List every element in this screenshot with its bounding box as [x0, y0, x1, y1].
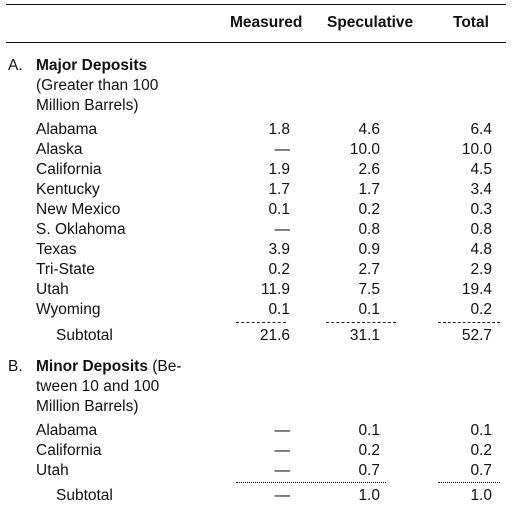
row-speculative: 0.2 [358, 201, 380, 218]
row-total: 4.8 [470, 241, 492, 258]
row-total: 19.4 [461, 281, 492, 298]
section-description: Major Deposits (Greater than 100 Million… [36, 56, 236, 116]
row-measured: 0.2 [268, 261, 290, 278]
row-total: 0.2 [470, 442, 492, 459]
subtotal-speculative: 31.1 [349, 327, 380, 344]
row-name: Alabama [36, 121, 98, 138]
table-row: California — 0.2 0.2 [0, 442, 512, 462]
row-name: Texas [36, 241, 77, 258]
subtotal-measured: — [274, 487, 291, 504]
row-measured: — [274, 221, 291, 238]
row-speculative: 0.7 [358, 462, 380, 479]
row-measured: 0.1 [268, 301, 290, 318]
row-measured: 0.1 [268, 201, 290, 218]
subtotal-speculative: 1.0 [358, 487, 380, 504]
row-name: Utah [36, 462, 69, 479]
row-name: Utah [36, 281, 69, 298]
header-total: Total [453, 14, 489, 31]
subtotal-label: Subtotal [56, 487, 113, 504]
section-title: Minor Deposits [36, 358, 148, 375]
row-name: S. Oklahoma [36, 221, 126, 238]
table-row: Texas 3.9 0.9 4.8 [0, 241, 512, 261]
subtotal-rule [236, 482, 386, 483]
table-row: Alabama 1.8 4.6 6.4 [0, 121, 512, 141]
section-letter: B. [8, 358, 23, 375]
table-row: Kentucky 1.7 1.7 3.4 [0, 181, 512, 201]
top-rule [6, 4, 506, 5]
row-speculative: 0.9 [358, 241, 380, 258]
section-desc-line: Million Barrels) [36, 398, 139, 415]
row-total: 0.2 [470, 301, 492, 318]
row-name: Tri-State [36, 261, 95, 278]
row-speculative: 0.1 [358, 301, 380, 318]
section-letter: A. [8, 57, 23, 74]
table-row: New Mexico 0.1 0.2 0.3 [0, 201, 512, 221]
row-total: 0.1 [470, 422, 492, 439]
section-a-heading: A. Major Deposits (Greater than 100 Mill… [8, 56, 158, 114]
row-measured: — [274, 422, 291, 439]
row-measured: — [274, 462, 291, 479]
section-description: Minor Deposits (Be- tween 10 and 100 Mil… [36, 357, 236, 417]
row-name: Alabama [36, 422, 98, 439]
row-speculative: 2.6 [358, 161, 380, 178]
row-total: 10.0 [461, 141, 492, 158]
subtotal-total: 52.7 [461, 327, 492, 344]
subtotal-label: Subtotal [56, 327, 113, 344]
header-speculative: Speculative [327, 14, 414, 31]
section-title-suffix: (Be- [147, 358, 182, 375]
row-total: 4.5 [470, 161, 492, 178]
row-measured: — [274, 141, 291, 158]
row-speculative: 0.1 [358, 422, 380, 439]
subtotal-rule [438, 482, 500, 483]
table-row: Tri-State 0.2 2.7 2.9 [0, 261, 512, 281]
row-measured: 1.8 [268, 121, 290, 138]
subtotal-rule [326, 322, 396, 323]
row-name: Alaska [36, 141, 83, 158]
header-rule [6, 42, 506, 43]
row-total: 0.7 [470, 462, 492, 479]
table-row: Utah — 0.7 0.7 [0, 462, 512, 482]
subtotal-row: Subtotal — 1.0 1.0 [0, 487, 512, 507]
row-speculative: 4.6 [358, 121, 380, 138]
row-speculative: 0.2 [358, 442, 380, 459]
row-name: Wyoming [36, 301, 101, 318]
row-total: 2.9 [470, 261, 492, 278]
row-total: 3.4 [470, 181, 492, 198]
header-measured: Measured [230, 14, 303, 31]
row-total: 0.3 [470, 201, 492, 218]
row-name: California [36, 442, 102, 459]
row-speculative: 2.7 [358, 261, 380, 278]
row-total: 6.4 [470, 121, 492, 138]
row-speculative: 10.0 [349, 141, 380, 158]
subtotal-measured: 21.6 [259, 327, 290, 344]
row-speculative: 7.5 [358, 281, 380, 298]
section-desc-line: (Greater than 100 [36, 77, 159, 94]
row-measured: 1.9 [268, 161, 290, 178]
table-row: Wyoming 0.1 0.1 0.2 [0, 301, 512, 321]
row-total: 0.8 [470, 221, 492, 238]
row-name: California [36, 161, 102, 178]
table-row: Utah 11.9 7.5 19.4 [0, 281, 512, 301]
table-row: Alaska — 10.0 10.0 [0, 141, 512, 161]
row-measured: 3.9 [268, 241, 290, 258]
row-measured: 1.7 [268, 181, 290, 198]
subtotal-total: 1.0 [470, 487, 492, 504]
section-desc-line: Million Barrels) [36, 97, 139, 114]
row-speculative: 0.8 [358, 221, 380, 238]
table-row: S. Oklahoma — 0.8 0.8 [0, 221, 512, 241]
row-measured: — [274, 442, 291, 459]
table-row: California 1.9 2.6 4.5 [0, 161, 512, 181]
subtotal-row: Subtotal 21.6 31.1 52.7 [0, 327, 512, 347]
section-b-heading: B. Minor Deposits (Be- tween 10 and 100 … [8, 357, 182, 415]
table-row: Alabama — 0.1 0.1 [0, 422, 512, 442]
section-title: Major Deposits [36, 57, 148, 74]
section-desc-line: tween 10 and 100 [36, 378, 160, 395]
subtotal-rule [438, 322, 500, 323]
row-name: New Mexico [36, 201, 121, 218]
row-name: Kentucky [36, 181, 100, 198]
subtotal-rule [236, 322, 286, 323]
row-measured: 11.9 [260, 281, 290, 298]
row-speculative: 1.7 [358, 181, 380, 198]
